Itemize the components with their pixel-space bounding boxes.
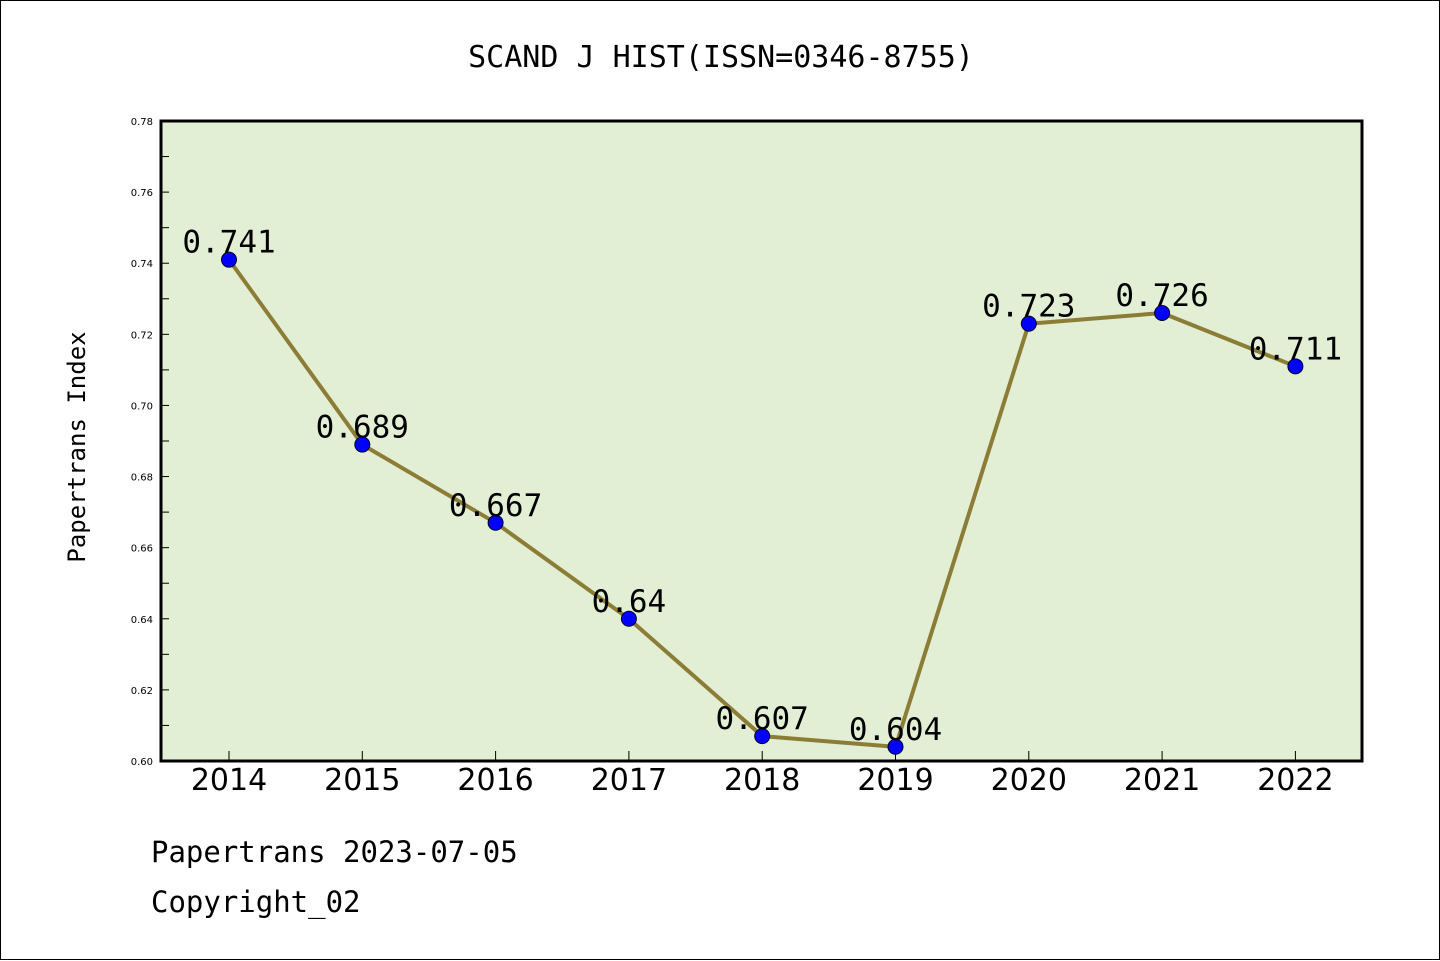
data-label: 0.741 <box>182 225 275 261</box>
footer-date: Papertrans 2023-07-05 <box>151 835 518 869</box>
x-tick-label: 2019 <box>857 763 933 798</box>
footer-copyright: Copyright_02 <box>151 885 361 919</box>
x-tick-label: 2020 <box>991 763 1067 798</box>
x-tick-label: 2022 <box>1257 763 1333 798</box>
data-point <box>221 251 237 268</box>
x-tick-label: 2015 <box>324 763 400 798</box>
x-tick-label: 2018 <box>724 763 800 798</box>
x-tick-label: 2014 <box>191 763 267 798</box>
data-label: 0.604 <box>849 712 942 748</box>
y-tick-label: 0.66 <box>131 544 153 555</box>
y-tick-label: 0.68 <box>131 473 153 484</box>
chart-title: SCAND J HIST(ISSN=0346-8755) <box>468 40 974 75</box>
x-tick-label: 2017 <box>591 763 667 798</box>
data-point <box>487 514 504 531</box>
data-point <box>620 610 637 627</box>
y-tick-label: 0.74 <box>131 259 153 270</box>
data-label: 0.64 <box>592 584 667 620</box>
y-tick-label: 0.76 <box>131 188 153 199</box>
plot-border <box>159 119 1364 763</box>
data-point <box>354 436 371 453</box>
y-axis-label: Papertrans Index <box>63 331 91 562</box>
y-tick-label: 0.62 <box>131 686 153 697</box>
y-tick-label: 0.78 <box>131 117 153 128</box>
data-point <box>754 728 771 745</box>
data-point <box>887 738 904 755</box>
data-point <box>1154 305 1171 321</box>
y-tick-label: 0.60 <box>131 757 153 768</box>
x-tick-label: 2016 <box>457 763 533 798</box>
x-tick-label: 2021 <box>1124 763 1200 798</box>
chart-marks: 0.60 0.62 0.64 0.66 0.68 0.70 0.72 0.74 0.76 0.78… <box>131 117 1342 798</box>
data-label: 0.726 <box>1115 278 1208 314</box>
y-tick-label: 0.72 <box>131 330 153 341</box>
data-point <box>1287 358 1304 375</box>
y-tick-label: 0.70 <box>131 401 153 412</box>
data-label: 0.667 <box>449 488 542 524</box>
data-point <box>1020 315 1037 332</box>
data-label: 0.689 <box>316 410 409 446</box>
data-label: 0.607 <box>716 701 809 737</box>
y-tick-label: 0.64 <box>131 615 153 626</box>
data-label: 0.711 <box>1249 331 1342 367</box>
data-label: 0.723 <box>982 289 1075 325</box>
